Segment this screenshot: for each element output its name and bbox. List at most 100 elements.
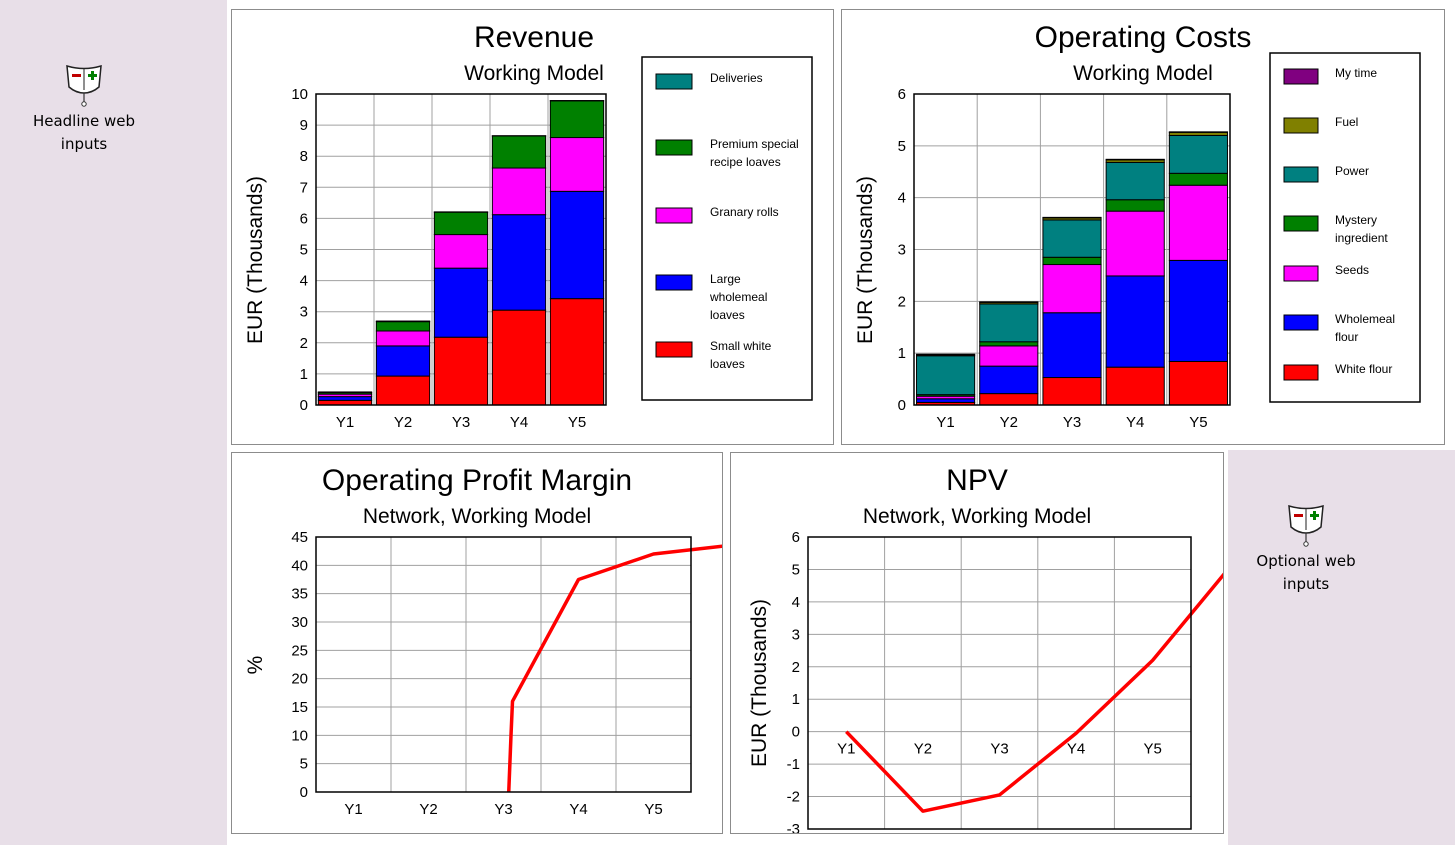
bar-segment	[1168, 134, 1228, 174]
y-tick-label: 0	[300, 784, 308, 801]
optional-web-inputs-widget[interactable]: Optional web inputs	[1246, 500, 1366, 596]
legend-label: Large wholemeal loaves	[709, 272, 767, 322]
bar-segment	[979, 365, 1039, 395]
y-tick-label: 6	[300, 210, 308, 227]
bar-segment	[433, 211, 489, 236]
bar-segment	[979, 341, 1039, 347]
legend-swatch	[655, 73, 693, 90]
legend-swatch	[1283, 68, 1319, 85]
legend-label: Wholemeal flour	[1335, 312, 1395, 344]
y-tick-label: 8	[300, 148, 308, 165]
bar-segment	[549, 137, 605, 192]
bar-segment	[317, 396, 373, 401]
x-tick-label: Y1	[837, 741, 855, 758]
y-tick-label: 15	[291, 699, 308, 716]
y-tick-label: 35	[291, 586, 308, 603]
bar-segment	[1105, 158, 1165, 161]
bar-segment	[549, 100, 605, 139]
x-tick-label: Y5	[644, 801, 662, 818]
bar-segment	[916, 398, 976, 403]
y-tick-label: 40	[291, 557, 308, 574]
bar-segment	[375, 330, 431, 347]
bar-segment	[549, 190, 605, 300]
legend-label: Mystery ingredient	[1335, 213, 1388, 245]
headline-web-inputs-widget[interactable]: Headline web inputs	[24, 60, 144, 156]
chart-title: Operating Costs	[1035, 21, 1252, 54]
chart-title: NPV	[946, 464, 1008, 497]
bar-segment	[1168, 184, 1228, 261]
y-tick-label: 1	[898, 345, 906, 362]
y-axis-label: EUR (Thousands)	[854, 176, 877, 344]
bar-segment	[1105, 161, 1165, 201]
npv-chart-panel[interactable]: NPV Network, Working Model EUR (Thousands)…	[730, 452, 1231, 838]
legend-swatch	[1283, 265, 1319, 282]
bar-segment	[1042, 256, 1102, 266]
legend-swatch	[1283, 166, 1319, 183]
y-tick-label: 0	[898, 397, 906, 414]
chart-subtitle: Network, Working Model	[363, 505, 591, 528]
y-tick-label: 6	[898, 86, 906, 103]
y-tick-label: 1	[300, 366, 308, 383]
revenue-chart: Revenue Working Model EUR (Thousands) 0 1 2 3 4…	[244, 21, 813, 431]
y-tick-label: -3	[787, 821, 800, 833]
legend-swatch	[655, 274, 693, 291]
x-tick-label: Y2	[419, 801, 437, 818]
bar-segment	[1168, 131, 1228, 133]
chart-subtitle: Working Model	[1073, 62, 1213, 85]
revenue-chart-panel[interactable]: Revenue Working Model EUR (Thousands) 0 1 2 3 4…	[231, 9, 834, 445]
legend-swatch	[1283, 215, 1319, 232]
y-tick-label: 9	[300, 117, 308, 134]
plot-frame	[315, 93, 607, 406]
legend-label: Granary rolls	[710, 205, 779, 219]
bar-segment	[916, 353, 976, 356]
x-tick-label: Y3	[494, 801, 512, 818]
legend-label: Deliveries	[710, 71, 763, 85]
npv-chart: NPV Network, Working Model EUR (Thousands)…	[748, 464, 1231, 838]
y-tick-label: 20	[291, 671, 308, 688]
operating-profit-margin-chart-panel[interactable]: Operating Profit Margin Network, Working …	[231, 452, 729, 834]
chart-subtitle: Working Model	[464, 62, 604, 85]
y-axis-label: EUR (Thousands)	[748, 599, 771, 767]
y-tick-label: 4	[300, 273, 308, 290]
legend-swatch	[655, 139, 693, 156]
legend-label: Premium special recipe loaves	[710, 137, 799, 169]
y-tick-label: 5	[300, 756, 308, 773]
plot-frame	[807, 536, 1192, 830]
y-tick-label: 6	[792, 529, 800, 546]
x-tick-label: Y3	[452, 414, 470, 431]
x-tick-label: Y1	[936, 414, 954, 431]
operating-profit-margin-chart: Operating Profit Margin Network, Working …	[244, 464, 729, 818]
bar-segment	[1042, 264, 1102, 314]
bar-segment	[1168, 360, 1228, 406]
x-tick-label: Y3	[990, 741, 1008, 758]
y-tick-label: 45	[291, 529, 308, 546]
plot-frame	[315, 536, 692, 793]
y-tick-label: 4	[898, 190, 906, 207]
slider-control-icon	[1288, 504, 1324, 547]
x-tick-label: Y2	[394, 414, 412, 431]
bar-segment	[375, 345, 431, 377]
bar-segment	[433, 267, 489, 338]
bar-segment	[1168, 259, 1228, 362]
headline-web-inputs-label: Headline web inputs	[32, 112, 136, 153]
operating-costs-chart-panel[interactable]: Operating Costs Working Model EUR (Thousan…	[841, 9, 1445, 445]
bar-segment	[916, 355, 976, 396]
x-tick-label: Y5	[568, 414, 586, 431]
x-tick-label: Y4	[1067, 741, 1085, 758]
bar-segment	[1105, 199, 1165, 212]
x-tick-label: Y5	[1144, 741, 1162, 758]
y-tick-label: 5	[898, 138, 906, 155]
legend-label: Fuel	[1335, 115, 1358, 129]
bar-segment	[979, 345, 1039, 367]
y-tick-label: 10	[291, 727, 308, 744]
chart-title: Operating Profit Margin	[322, 464, 632, 497]
x-tick-label: Y1	[344, 801, 362, 818]
bar-segment	[375, 375, 431, 406]
plot-frame	[913, 93, 1231, 406]
x-tick-label: Y2	[914, 741, 932, 758]
legend-label: Small white loaves	[710, 339, 772, 371]
y-tick-label: 3	[792, 626, 800, 643]
bar-segment	[1042, 377, 1102, 406]
y-tick-label: 10	[291, 86, 308, 103]
bar-segment	[491, 214, 547, 311]
